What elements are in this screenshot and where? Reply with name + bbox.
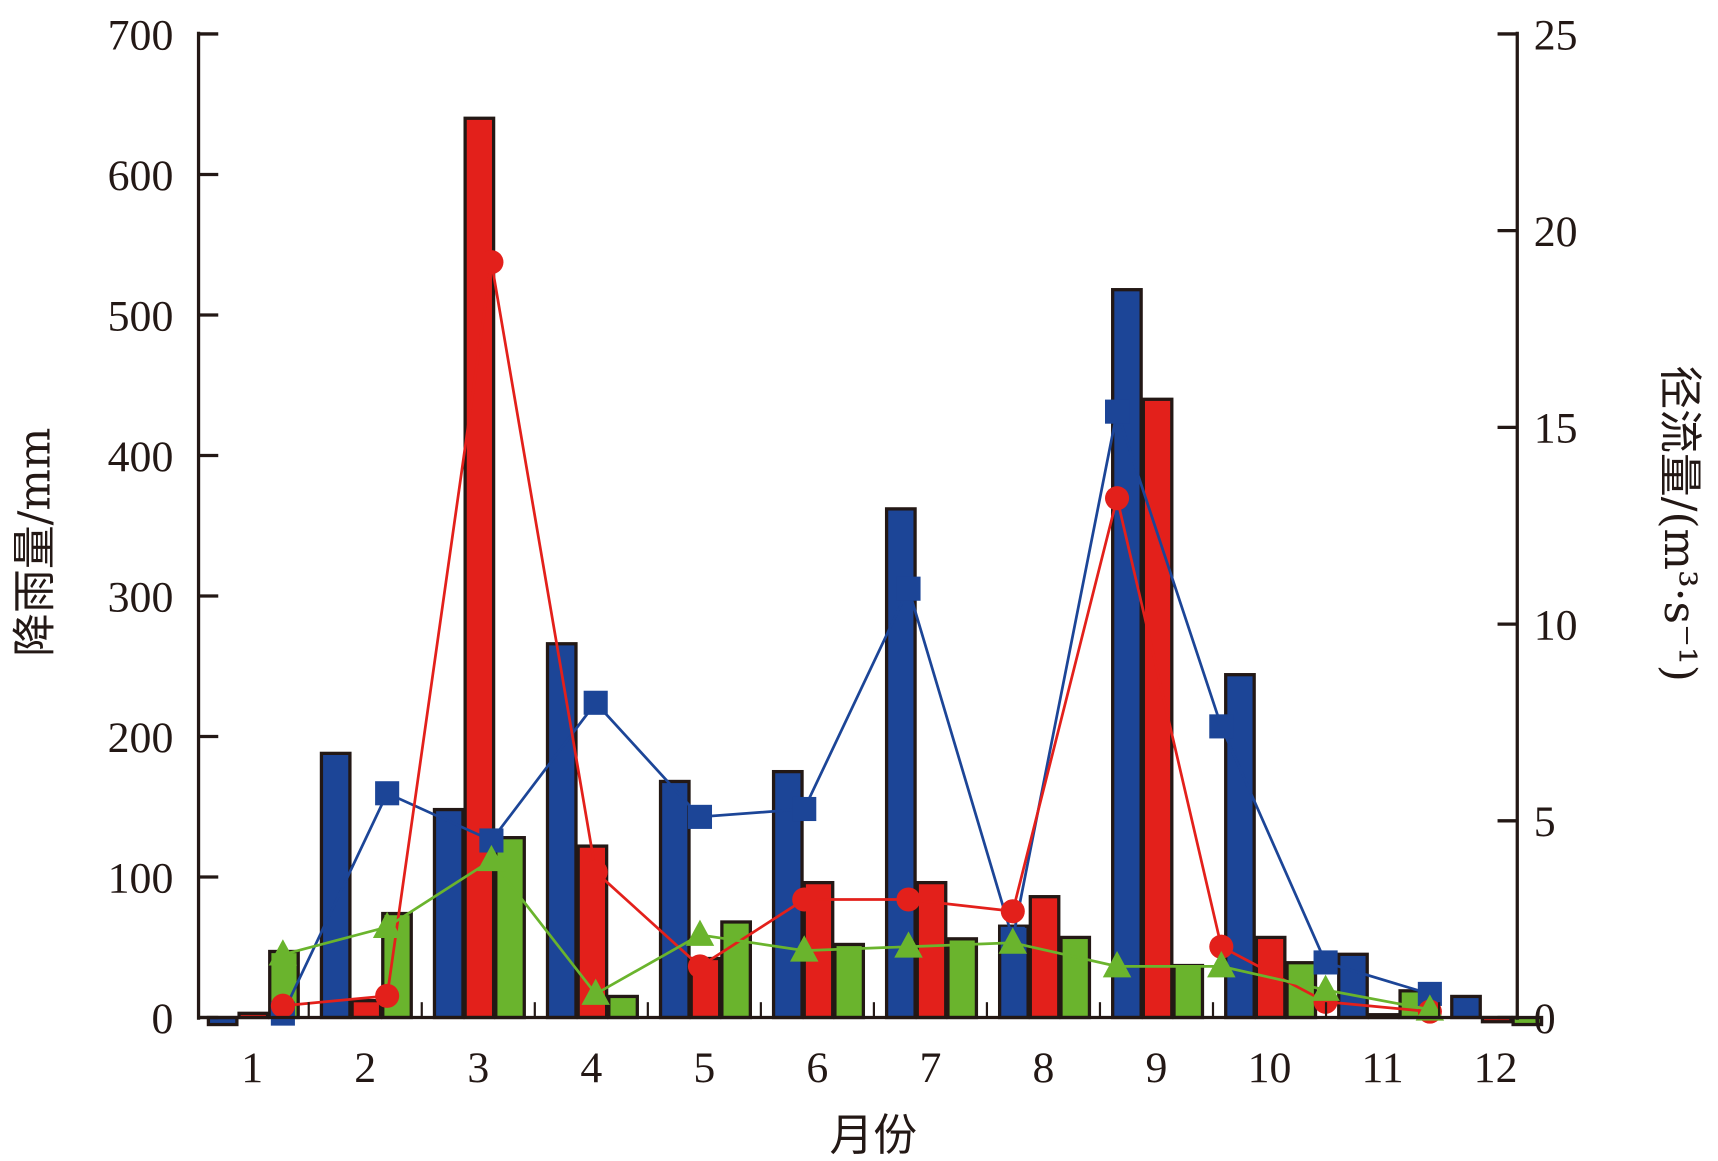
marker-series2-month-7 (896, 887, 921, 912)
marker-series1-month-9 (1105, 399, 1130, 424)
bar-series2-month-2 (350, 999, 383, 1020)
left-tick-label: 500 (108, 292, 174, 340)
line-series3 (282, 858, 1431, 1011)
marker-series1-month-11 (1313, 950, 1338, 975)
x-tick-label: 12 (1474, 1044, 1518, 1092)
lines-layer (268, 250, 1445, 1026)
line-series2 (282, 261, 1430, 1013)
left-tick-label: 0 (151, 995, 173, 1043)
marker-series2-month-1 (270, 993, 295, 1018)
right-tick-label: 20 (1534, 208, 1578, 256)
x-tick-label: 7 (919, 1044, 941, 1092)
bar-series3-month-8 (1059, 935, 1092, 1020)
marker-series1-month-7 (896, 576, 921, 601)
bar-series3-month-9 (1172, 963, 1205, 1020)
marker-series1-month-4 (583, 690, 608, 715)
right-tick-label: 0 (1534, 995, 1556, 1043)
x-tick-label: 9 (1146, 1044, 1168, 1092)
marker-series2-month-4 (583, 859, 608, 884)
left-tick-label: 300 (108, 573, 174, 621)
marker-series3-month-10 (1207, 951, 1236, 978)
marker-series2-month-3 (479, 250, 504, 275)
right-tick-label: 5 (1534, 798, 1556, 846)
marker-series3-month-7 (894, 931, 923, 958)
left-axis-title: 降雨量/mm (10, 428, 61, 657)
bar-series1-month-4 (545, 642, 578, 1020)
bar-series1-month-2 (319, 751, 352, 1020)
bar-series2-month-8 (1028, 895, 1061, 1020)
x-tick-label: 8 (1032, 1044, 1054, 1092)
x-axis-title: 月份 (829, 1110, 917, 1161)
marker-series3-month-11 (1311, 974, 1340, 1001)
marker-series3-month-6 (789, 935, 819, 962)
bar-series2-month-9 (1141, 397, 1174, 1020)
marker-series2-month-10 (1209, 934, 1234, 959)
marker-series3-month-8 (998, 927, 1028, 954)
right-tick-label: 25 (1534, 11, 1578, 59)
right-tick-label: 10 (1534, 601, 1578, 649)
left-tick-label: 700 (108, 11, 174, 59)
x-tick-label: 10 (1248, 1044, 1292, 1092)
marker-series2-month-5 (687, 954, 713, 979)
marker-series2-month-8 (1000, 899, 1025, 924)
x-tick-label: 4 (580, 1044, 602, 1092)
bar-series3-month-4 (607, 994, 639, 1020)
marker-series2-month-2 (375, 983, 400, 1008)
marker-series2-month-9 (1105, 486, 1130, 511)
marker-series3-month-12 (1415, 994, 1445, 1021)
marker-series3-month-5 (685, 919, 715, 946)
axes-layer (196, 31, 1519, 1020)
x-tick-label: 11 (1361, 1044, 1403, 1092)
bar-series1-month-12 (1450, 994, 1482, 1020)
marker-series3-month-1 (268, 939, 298, 966)
marker-series2-month-6 (792, 887, 817, 912)
bar-series1-month-9 (1111, 288, 1143, 1020)
bar-series1-month-3 (432, 807, 465, 1020)
bar-series1-month-5 (658, 779, 691, 1020)
line-series1 (281, 406, 1431, 1015)
marker-series3-month-9 (1102, 951, 1132, 978)
x-tick-label: 6 (806, 1044, 828, 1092)
marker-series1-month-10 (1209, 714, 1234, 739)
marker-series1-month-2 (375, 781, 400, 806)
left-tick-label: 100 (108, 854, 174, 902)
marker-series3-month-2 (372, 911, 402, 938)
bar-series3-month-12 (1511, 1015, 1544, 1027)
marker-series1-month-5 (687, 804, 713, 829)
left-tick-label: 200 (108, 714, 174, 762)
bar-series3-month-7 (946, 937, 979, 1020)
left-tick-label: 400 (108, 433, 174, 481)
x-tick-label: 1 (241, 1044, 263, 1092)
right-tick-label: 15 (1534, 405, 1578, 453)
bar-series3-month-6 (833, 942, 866, 1020)
bars-layer (206, 116, 1544, 1027)
marker-series3-month-4 (581, 978, 610, 1005)
marker-series1-month-6 (792, 796, 817, 822)
right-axis-title: 径流量/(m³·s⁻¹) (1654, 365, 1705, 681)
x-tick-label: 5 (693, 1044, 715, 1092)
marker-series3-month-3 (477, 844, 506, 872)
x-tick-label: 2 (354, 1044, 376, 1092)
bar-series1-month-11 (1337, 952, 1369, 1020)
left-tick-label: 600 (108, 152, 174, 200)
x-tick-label: 3 (467, 1044, 489, 1092)
